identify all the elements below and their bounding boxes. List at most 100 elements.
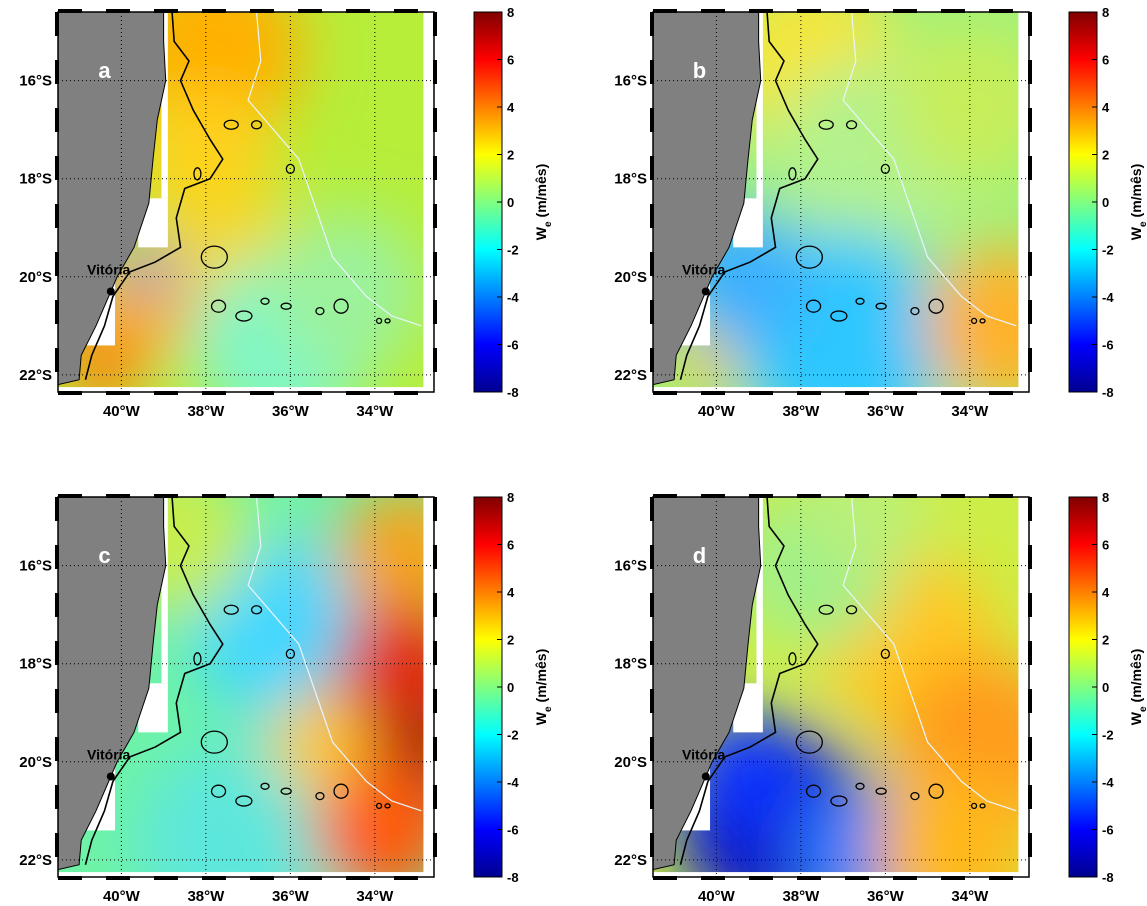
- field-blob: [313, 760, 434, 877]
- frame-tick: [55, 689, 59, 713]
- seamount-contour: [910, 306, 920, 316]
- frame-tick: [202, 9, 226, 13]
- lat-tick-label: 18°S: [614, 656, 647, 673]
- frame-tick: [650, 641, 654, 665]
- colorbar-tick-label: -6: [1102, 338, 1114, 353]
- colorbar-tick-label: 2: [507, 148, 514, 163]
- frame-tick: [433, 593, 437, 617]
- frame-tick: [650, 545, 654, 569]
- frame-tick: [106, 391, 130, 395]
- colorbar-title: We(m/mês): [1128, 649, 1147, 725]
- frame-tick: [701, 876, 725, 880]
- seamount-contour: [855, 782, 865, 790]
- city-marker: [701, 287, 710, 296]
- seamount-contour: [818, 604, 834, 615]
- field-blob: [124, 244, 169, 289]
- frame-tick: [58, 876, 82, 880]
- lon-tick-label: 40°W: [698, 403, 736, 420]
- frame-tick: [298, 494, 322, 498]
- frame-tick: [989, 9, 1013, 13]
- frame-tick: [650, 156, 654, 180]
- frame-tick: [653, 876, 677, 880]
- frame-tick: [154, 494, 178, 498]
- city-label: Vitória: [87, 261, 131, 277]
- lat-tick-label: 20°S: [614, 754, 647, 771]
- lon-tick-label: 36°W: [867, 888, 905, 905]
- lat-tick-label: 18°S: [614, 171, 647, 188]
- frame-tick: [893, 494, 917, 498]
- frame-tick: [55, 348, 59, 372]
- city-label: Vitória: [682, 261, 726, 277]
- colorbar-tick-label: -2: [507, 243, 519, 258]
- frame-tick: [893, 876, 917, 880]
- colorbar: 8 6 4 2 0 -2 -4 -6 -8 We(m/mês): [1068, 490, 1147, 885]
- frame-tick: [106, 9, 130, 13]
- colorbar-tick-label: 8: [1102, 5, 1109, 20]
- seamount-contour: [193, 652, 202, 666]
- colorbar-tick-label: 4: [1102, 585, 1110, 600]
- frame-tick: [1028, 348, 1032, 372]
- frame-tick: [845, 494, 869, 498]
- colorbar-tick-label: -8: [1102, 870, 1114, 885]
- lat-tick-label: 18°S: [19, 656, 52, 673]
- seamount-contour: [805, 299, 822, 313]
- frame-tick: [797, 9, 821, 13]
- lat-tick-label: 18°S: [19, 171, 52, 188]
- seamount-contour: [384, 318, 391, 324]
- shelf-contour: [679, 497, 819, 865]
- colorbar: 8 6 4 2 0 -2 -4 -6 -8 We(m/mês): [1068, 5, 1147, 400]
- city-marker: [106, 287, 115, 296]
- lat-tick-label: 20°S: [19, 754, 52, 771]
- seamount-contour: [280, 302, 292, 310]
- map-panel-a: 16°S 18°S 20°S 22°S 40°W 38°W 36°W 34°W a Vitória…: [19, 5, 554, 420]
- mask-right: [423, 12, 434, 392]
- frame-tick: [154, 391, 178, 395]
- seamount-contour: [845, 120, 858, 130]
- frame-tick: [433, 12, 437, 36]
- frame-tick: [433, 60, 437, 84]
- colorbar-tick-label: 4: [507, 100, 515, 115]
- frame-tick: [394, 9, 418, 13]
- frame-tick: [650, 497, 654, 521]
- seamount-contour: [910, 791, 920, 801]
- frame-tick: [1028, 593, 1032, 617]
- frame-tick: [202, 494, 226, 498]
- frame-tick: [653, 391, 677, 395]
- land-mass: [58, 497, 167, 871]
- colorbar-title: We(m/mês): [533, 164, 554, 240]
- frame-tick: [106, 876, 130, 880]
- frame-tick: [650, 593, 654, 617]
- colorbar-tick-label: -6: [507, 823, 519, 838]
- frame-tick: [58, 494, 82, 498]
- frame-tick: [154, 9, 178, 13]
- city-label: Vitória: [682, 746, 726, 762]
- frame-tick: [749, 876, 773, 880]
- seamount-contour: [315, 306, 325, 316]
- seamount-contour: [333, 783, 349, 799]
- field-blob: [191, 539, 372, 720]
- frame-tick: [749, 391, 773, 395]
- colorbar-tick-label: -2: [1102, 243, 1114, 258]
- map-panel-b: 16°S 18°S 20°S 22°S 40°W 38°W 36°W 34°W b Vitória…: [614, 5, 1147, 420]
- frame-tick: [298, 391, 322, 395]
- frame-tick: [650, 12, 654, 36]
- lon-tick-label: 40°W: [103, 888, 141, 905]
- seamount-contour: [375, 802, 383, 810]
- panel-letter: c: [98, 543, 110, 568]
- lon-tick-label: 34°W: [951, 888, 989, 905]
- frame-tick: [250, 9, 274, 13]
- lon-tick-label: 38°W: [187, 403, 225, 420]
- field-blob: [334, 497, 434, 626]
- city-label: Vitória: [87, 746, 131, 762]
- seamount-contour: [210, 299, 227, 313]
- lat-tick-label: 22°S: [614, 852, 647, 869]
- frame-tick: [55, 60, 59, 84]
- frame-tick: [55, 497, 59, 521]
- field-blob: [334, 603, 434, 744]
- frame-tick: [346, 876, 370, 880]
- land-mass: [653, 12, 762, 386]
- frame-tick: [298, 9, 322, 13]
- mask-right: [423, 497, 434, 877]
- lon-tick-label: 38°W: [782, 888, 820, 905]
